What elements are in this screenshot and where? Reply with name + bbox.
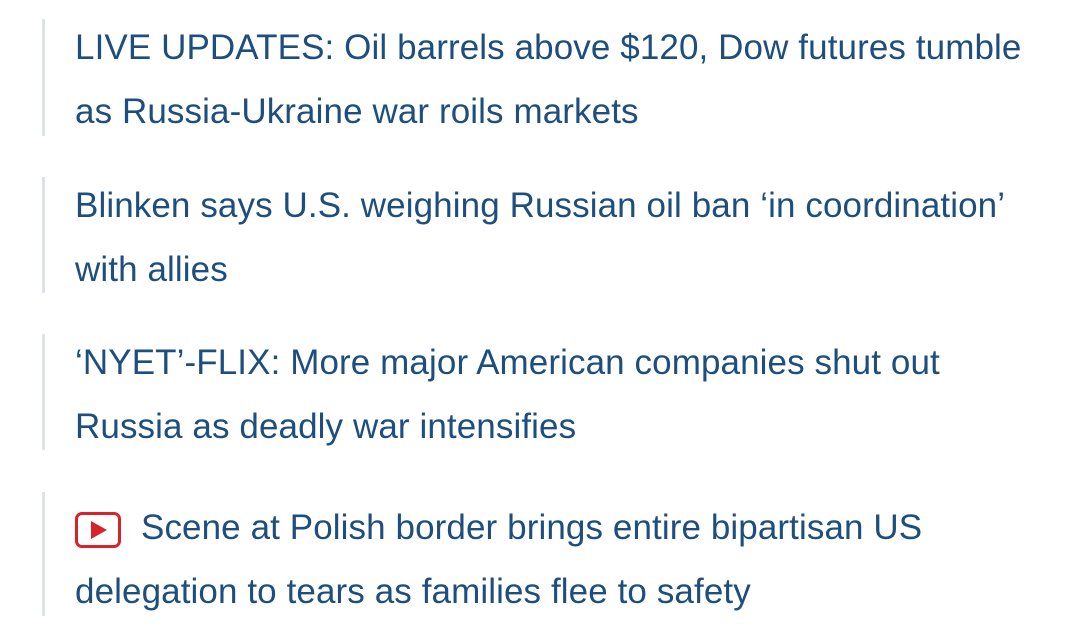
- headline-link-video[interactable]: Scene at Polish border brings entire bip…: [42, 492, 1042, 616]
- headline-link[interactable]: ‘NYET’-FLIX: More major American compani…: [42, 334, 1042, 450]
- headline-text[interactable]: ‘NYET’-FLIX: More major American compani…: [75, 343, 940, 446]
- headline-text[interactable]: Blinken says U.S. weighing Russian oil b…: [75, 186, 1004, 289]
- headline-link[interactable]: Blinken says U.S. weighing Russian oil b…: [42, 177, 1042, 293]
- headline-text[interactable]: Scene at Polish border brings entire bip…: [75, 508, 923, 611]
- play-video-icon: [75, 512, 121, 548]
- headline-link[interactable]: LIVE UPDATES: Oil barrels above $120, Do…: [42, 19, 1042, 136]
- headline-text[interactable]: LIVE UPDATES: Oil barrels above $120, Do…: [75, 28, 1022, 131]
- headline-text-container[interactable]: Scene at Polish border brings entire bip…: [75, 496, 1042, 624]
